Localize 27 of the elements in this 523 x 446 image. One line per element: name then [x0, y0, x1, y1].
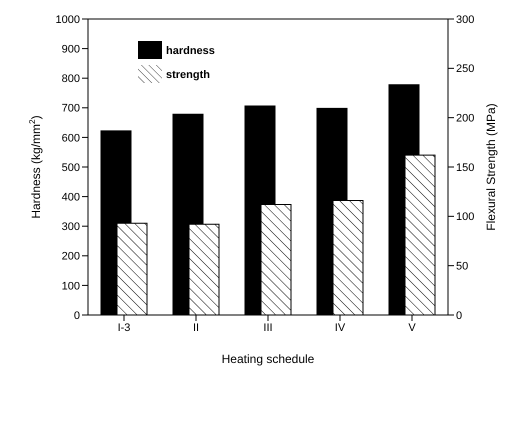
x-tick-label: V: [408, 322, 416, 334]
y2-tick-label: 250: [456, 63, 474, 76]
y-tick-label: 300: [62, 221, 80, 234]
x-tick-label: IV: [334, 322, 346, 334]
y-tick-label: 500: [62, 162, 80, 174]
legend-label: hardness: [166, 44, 215, 57]
x-axis-title: Heating schedule: [222, 352, 315, 366]
y2-tick-label: 300: [456, 14, 474, 26]
legend-label: strength: [166, 68, 210, 81]
y-tick-label: 900: [62, 44, 80, 56]
x-tick-label: II: [192, 322, 200, 334]
y2-tick-label: 50: [456, 260, 468, 273]
y2-axis-title: Flexural Strength (MPa): [484, 103, 498, 231]
y-tick-label: 400: [62, 192, 80, 204]
y-tick-label: 1000: [56, 14, 80, 26]
y-tick-label: 700: [62, 102, 80, 115]
y2-tick-label: 100: [456, 211, 474, 224]
y-tick-label: 100: [62, 280, 80, 292]
y2-tick-label: 0: [456, 310, 462, 322]
y2-tick-label: 150: [456, 162, 474, 174]
y-tick-label: 0: [74, 310, 80, 322]
y-tick-label: 600: [62, 132, 80, 144]
y-tick-label: 800: [62, 73, 80, 86]
y2-tick-label: 200: [456, 112, 474, 125]
x-tick-label: I-3: [118, 322, 130, 334]
y-tick-label: 200: [62, 250, 80, 263]
x-tick-label: III: [263, 322, 273, 334]
